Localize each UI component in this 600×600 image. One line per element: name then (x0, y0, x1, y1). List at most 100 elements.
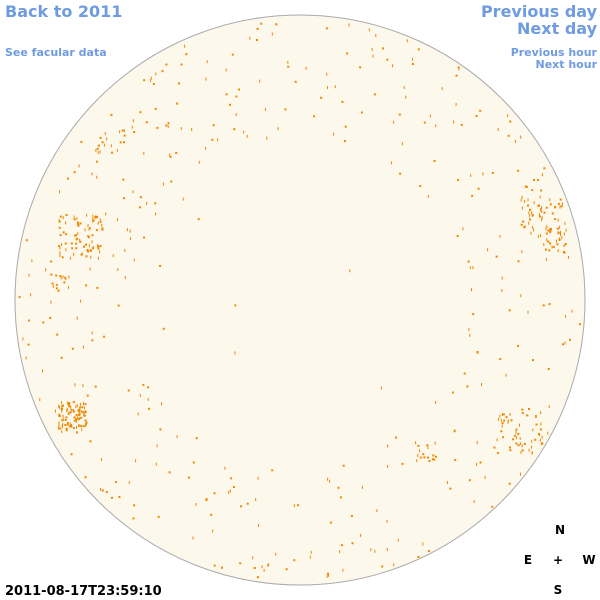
facula (92, 217, 94, 221)
facula (535, 423, 538, 426)
facula (75, 414, 78, 416)
facula (543, 243, 545, 246)
facula (517, 432, 520, 435)
facula (64, 419, 67, 421)
facula (62, 275, 64, 279)
facula (275, 23, 278, 26)
facula (59, 254, 61, 258)
next-hour-link[interactable]: Next hour (536, 58, 598, 71)
facula (547, 431, 549, 435)
facula (491, 171, 494, 174)
facula (455, 103, 457, 106)
facula (79, 406, 82, 409)
facula (344, 140, 346, 143)
facula (80, 141, 83, 143)
facula (368, 28, 370, 32)
facula (114, 481, 117, 484)
facula (525, 185, 528, 188)
facula (533, 201, 535, 205)
facula (94, 385, 97, 388)
facula (476, 351, 479, 354)
facula (231, 53, 234, 56)
compass-east: E (524, 553, 532, 567)
facula (521, 206, 523, 210)
facula (370, 548, 372, 552)
facula (81, 428, 83, 432)
facula (469, 266, 471, 269)
facula (81, 406, 84, 409)
facula (521, 444, 523, 448)
facula (346, 52, 349, 55)
facula (45, 268, 47, 272)
facula (230, 477, 233, 480)
facula (165, 124, 168, 127)
facula (463, 372, 466, 375)
facula (293, 559, 296, 562)
facula (65, 248, 67, 252)
facula (427, 550, 430, 552)
facula (374, 549, 376, 553)
facula (97, 245, 100, 248)
facula (229, 103, 231, 106)
facula (496, 452, 499, 455)
back-link[interactable]: Back to 2011 (5, 2, 122, 21)
facula (533, 178, 535, 181)
facula (76, 426, 77, 429)
facula (139, 196, 142, 199)
facula (61, 419, 64, 422)
facula (327, 477, 329, 481)
facula (361, 485, 363, 489)
facula (147, 386, 150, 389)
facula (520, 451, 522, 454)
facula (147, 397, 149, 401)
facula (238, 88, 241, 91)
facula (75, 247, 78, 250)
facula (520, 135, 522, 139)
facula (198, 160, 200, 164)
facula (530, 231, 532, 235)
facula (84, 410, 87, 413)
facula (165, 63, 168, 66)
facula (501, 422, 504, 425)
facula (546, 224, 548, 228)
facula (99, 220, 102, 223)
facula (59, 251, 61, 255)
facular-data-link[interactable]: See facular data (5, 46, 107, 59)
facula (527, 198, 529, 202)
facula (119, 130, 121, 134)
facula (95, 148, 97, 152)
facula (106, 137, 108, 141)
facula (84, 476, 87, 479)
previous-hour-link[interactable]: Previous hour (511, 46, 598, 59)
facula (520, 294, 522, 298)
facula (195, 437, 198, 440)
facula (139, 111, 142, 114)
facula (86, 394, 89, 397)
facula (224, 466, 226, 470)
facula (63, 281, 66, 284)
facula (210, 513, 213, 516)
facula (58, 421, 60, 425)
facula (547, 240, 550, 243)
facula (103, 143, 105, 147)
facula (256, 576, 259, 579)
facula (64, 423, 67, 426)
facula (505, 373, 507, 377)
facula (184, 44, 186, 48)
facula (327, 572, 329, 575)
facula (155, 212, 156, 216)
previous-day-link[interactable]: Previous day (481, 2, 598, 21)
next-day-link[interactable]: Next day (517, 19, 598, 38)
facula (84, 419, 87, 422)
facula (182, 197, 184, 201)
facula (257, 476, 259, 480)
facula (386, 547, 388, 551)
facula (416, 459, 418, 463)
facula (90, 249, 93, 252)
facula (499, 414, 501, 418)
facula (78, 424, 81, 427)
facula (225, 68, 227, 72)
facula (18, 296, 21, 299)
facula (285, 568, 288, 571)
facula (520, 198, 522, 202)
